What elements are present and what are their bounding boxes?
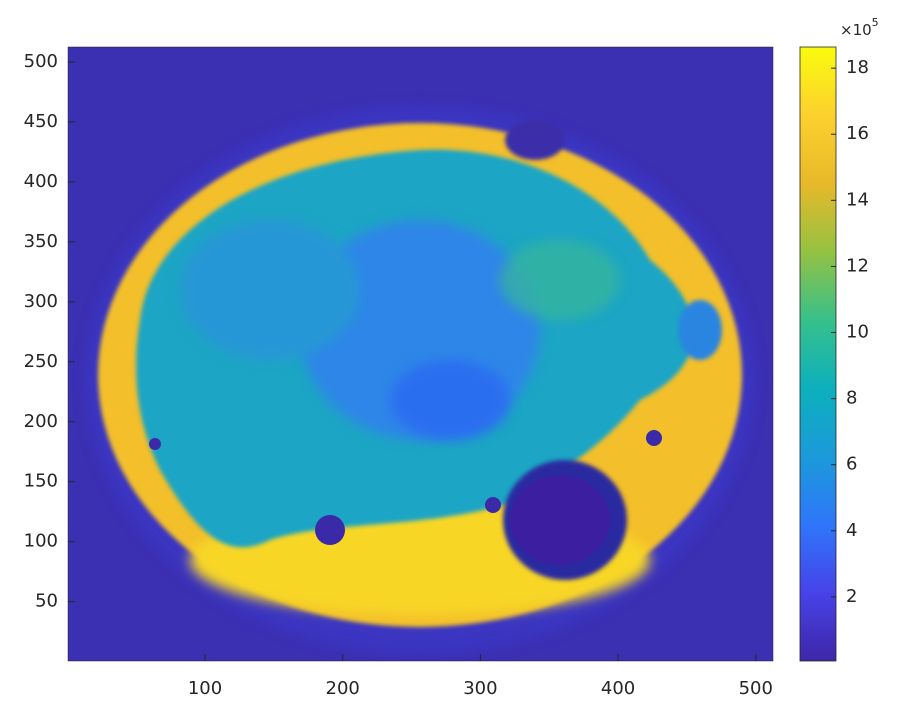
y-tick-label: 100 bbox=[24, 531, 58, 552]
y-tick-label: 150 bbox=[24, 471, 58, 492]
x-tick-label: 300 bbox=[463, 678, 497, 699]
y-tick-label: 350 bbox=[24, 231, 58, 252]
x-tick-label: 500 bbox=[739, 678, 773, 699]
colorbar-tick-label: 6 bbox=[846, 454, 857, 475]
colorbar-tick-label: 4 bbox=[846, 520, 857, 541]
chart: ×105 100 200 300 400 500 50 100 150 200 250 300 350… bbox=[0, 0, 900, 702]
y-tick-label: 250 bbox=[24, 351, 58, 372]
colorbar-ramp bbox=[800, 47, 836, 661]
y-tick-label: 50 bbox=[35, 591, 58, 612]
multiplier-base: ×10 bbox=[840, 21, 872, 39]
x-tick-label: 200 bbox=[326, 678, 360, 699]
colorbar-tick-label: 14 bbox=[846, 189, 869, 210]
colorbar-tick-label: 2 bbox=[846, 586, 857, 607]
colorbar-tick-label: 18 bbox=[846, 57, 869, 78]
colorbar-tick-label: 12 bbox=[846, 255, 869, 276]
page: ×105 100 200 300 400 500 50 100 150 200 250 300 350… bbox=[0, 0, 900, 706]
colorbar-tick-label: 8 bbox=[846, 388, 857, 409]
y-tick-label: 450 bbox=[24, 111, 58, 132]
y-tick-label: 500 bbox=[24, 51, 58, 72]
colorbar-tick-label: 16 bbox=[846, 123, 869, 144]
x-tick-label: 400 bbox=[601, 678, 635, 699]
y-tick-label: 300 bbox=[24, 291, 58, 312]
colorbar-tick-label: 10 bbox=[846, 322, 869, 343]
colorbar-multiplier: ×105 bbox=[840, 16, 879, 39]
multiplier-exponent: 5 bbox=[872, 16, 879, 29]
image bbox=[68, 47, 773, 661]
y-tick-label: 200 bbox=[24, 411, 58, 432]
colorbar bbox=[800, 47, 836, 661]
y-tick-label: 400 bbox=[24, 171, 58, 192]
x-tick-label: 100 bbox=[188, 678, 222, 699]
